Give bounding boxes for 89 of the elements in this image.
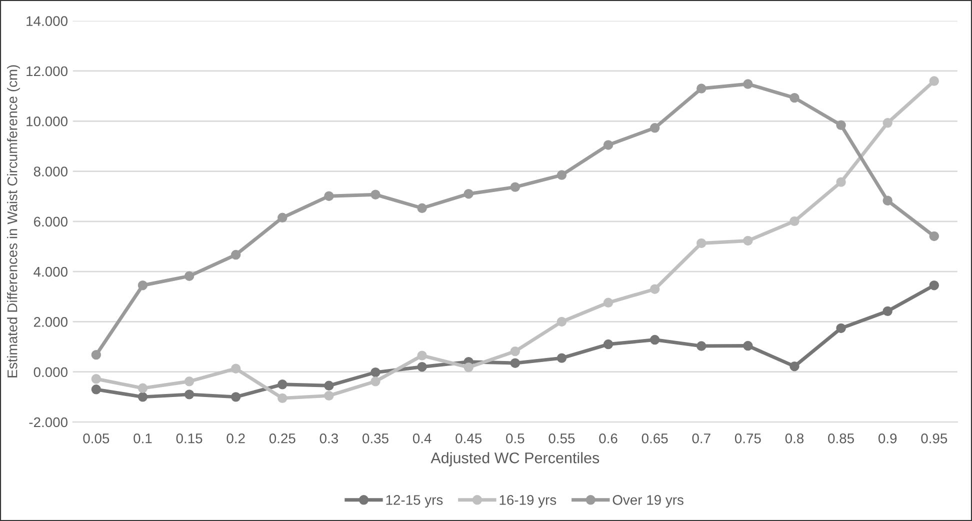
point (510, 182, 520, 192)
point (138, 392, 148, 402)
x-tick-label: 0.8 (785, 433, 804, 444)
point (230, 364, 241, 374)
point (836, 120, 846, 130)
point (603, 298, 614, 308)
point (417, 362, 427, 372)
point (836, 323, 846, 334)
x-tick-label: 0.85 (828, 433, 854, 444)
point (650, 284, 660, 294)
point (929, 231, 940, 242)
point (743, 79, 753, 89)
x-tick-label: 0.55 (548, 433, 575, 444)
legend-label: Over 19 yrs (612, 495, 684, 508)
point (184, 390, 194, 400)
x-tick-label: 0.95 (921, 433, 948, 444)
x-tick-label: 0.65 (642, 433, 668, 444)
point (324, 390, 334, 401)
x-tick-label: 0.9 (878, 433, 897, 444)
point (510, 358, 520, 368)
point (464, 188, 474, 199)
point (556, 170, 567, 180)
point (743, 236, 753, 246)
x-tick-label: 0.25 (269, 433, 296, 444)
point (790, 92, 800, 103)
y-tick-label: 14.000 (26, 16, 68, 26)
point (603, 339, 614, 350)
point (184, 376, 194, 386)
point (790, 216, 800, 226)
point (278, 380, 288, 390)
y-tick-label: 12.000 (26, 66, 68, 76)
point (836, 177, 846, 187)
x-tick-label: 0.4 (412, 433, 432, 444)
y-tick-label: 2.000 (34, 317, 68, 327)
point (929, 280, 940, 290)
point (417, 350, 427, 360)
x-tick-label: 0.3 (320, 433, 338, 444)
point (790, 361, 800, 372)
y-tick-label: 6.000 (34, 216, 68, 227)
point (184, 271, 194, 281)
point (743, 340, 753, 351)
y-tick-label: 4.000 (34, 266, 68, 277)
x-tick-label: 0.7 (692, 433, 710, 444)
x-axis-title: Adjusted WC Percentiles (430, 452, 600, 466)
x-tick-label: 0.05 (83, 433, 110, 444)
point (370, 368, 380, 378)
x-tick-label: 0.6 (599, 433, 618, 444)
point (696, 341, 706, 351)
y-tick-label: 10.000 (26, 116, 68, 126)
point (417, 203, 427, 213)
point (929, 76, 940, 86)
point (370, 190, 380, 200)
point (324, 380, 334, 391)
point (91, 350, 102, 360)
point (138, 280, 148, 290)
point (510, 346, 520, 356)
x-tick-label: 0.45 (456, 433, 482, 444)
point (370, 376, 380, 386)
point (278, 393, 288, 404)
x-tick-label: 0.75 (734, 433, 761, 444)
point (324, 191, 334, 201)
x-tick-label: 0.5 (506, 433, 524, 444)
point (650, 334, 660, 345)
point (556, 316, 567, 327)
y-tick-label: -2.000 (29, 417, 68, 428)
point (650, 123, 660, 133)
point (138, 383, 148, 394)
y-tick-label: 0.000 (34, 367, 68, 378)
y-tick-label: 8.000 (34, 166, 68, 176)
x-tick-label: 0.1 (134, 433, 152, 444)
x-tick-label: 0.15 (176, 433, 202, 444)
legend-label: 12-15 yrs (386, 495, 443, 508)
point (603, 140, 614, 150)
point (696, 238, 706, 248)
point (696, 84, 706, 94)
point (278, 212, 288, 223)
point (882, 118, 892, 128)
y-axis-title: Estimated Differences in Waist Circumference (cm) (7, 65, 20, 378)
point (556, 353, 567, 363)
point (230, 250, 241, 260)
x-tick-label: 0.35 (362, 433, 388, 444)
x-tick-label: 0.2 (226, 433, 245, 444)
legend-label: 16-19 yrs (500, 495, 556, 508)
point (882, 306, 892, 316)
point (464, 362, 474, 372)
point (882, 196, 892, 206)
point (91, 384, 102, 394)
point (230, 392, 241, 402)
point (91, 374, 102, 384)
